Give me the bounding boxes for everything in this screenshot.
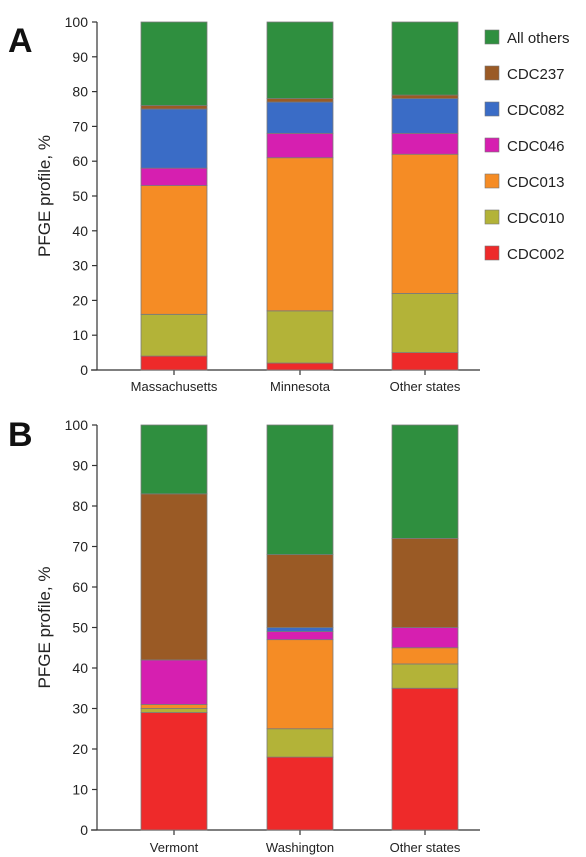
legend-swatch-cdc002 xyxy=(484,245,500,261)
panel-a-chart: A 0 10 20 30 40 50 60 70 80 90 100 PFGE profile, % Ma… xyxy=(8,14,480,394)
legend-swatch-cdc237 xyxy=(484,65,500,81)
panel-b-y-tick-label-80: 80 xyxy=(72,498,88,514)
panel-b-y-tick-label-70: 70 xyxy=(72,539,88,555)
panel-a-y-axis-label: PFGE profile, % xyxy=(35,135,54,257)
panel-b-bar-washington-cdc010 xyxy=(266,728,334,758)
panel-a-y-tick-label-10: 10 xyxy=(72,327,88,343)
panel-a-bar-minnesota-cdc237 xyxy=(266,98,334,103)
panel-b-category-label-other-states: Other states xyxy=(390,840,461,855)
panel-a-letter: A xyxy=(8,22,33,60)
panel-b-bar-washington-cdc002 xyxy=(266,756,334,831)
panel-a-bar-massachusetts-cdc046 xyxy=(140,167,208,186)
panel-b-bar-washington-cdc013 xyxy=(266,639,334,730)
panel-a-y-tick-label-40: 40 xyxy=(72,223,88,239)
legend-swatch-cdc046 xyxy=(484,137,500,153)
panel-b-bar-vermont-cdc002 xyxy=(140,712,208,831)
panel-a-y-tick-label-0: 0 xyxy=(80,362,88,378)
panel-b-bar-vermont-all-others xyxy=(140,424,208,495)
panel-b-y-tick-label-0: 0 xyxy=(80,822,88,838)
panel-b-category-label-washington: Washington xyxy=(266,840,334,855)
panel-a-bar-minnesota-cdc002 xyxy=(266,362,334,371)
panel-a-y-tick-label-100: 100 xyxy=(65,14,89,30)
legend-label-all-others: All others xyxy=(507,30,570,47)
panel-a-y-tick-label-20: 20 xyxy=(72,292,88,308)
legend-swatch-cdc010 xyxy=(484,209,500,225)
panel-a-bar-minnesota-all-others xyxy=(266,21,334,99)
panel-b-bar-other-states-cdc010 xyxy=(391,663,459,689)
panel-a-y-tick-label-80: 80 xyxy=(72,84,88,100)
panel-a-category-label-minnesota: Minnesota xyxy=(270,379,331,394)
panel-b-bar-other-states-cdc013 xyxy=(391,647,459,665)
legend-label-cdc237: CDC237 xyxy=(507,66,565,83)
legend-swatch-cdc082 xyxy=(484,101,500,117)
legend-swatch-all-others xyxy=(484,29,500,45)
legend-label-cdc082: CDC082 xyxy=(507,102,565,119)
panel-b-y-tick-label-60: 60 xyxy=(72,579,88,595)
panel-a-bar-other-states-cdc010 xyxy=(391,293,459,354)
panel-b-y-tick-label-20: 20 xyxy=(72,741,88,757)
legend-swatch-cdc013 xyxy=(484,173,500,189)
panel-a-bar-massachusetts-cdc237 xyxy=(140,105,208,110)
panel-b-y-tick-label-90: 90 xyxy=(72,458,88,474)
panel-b-bar-vermont-cdc013 xyxy=(140,704,208,709)
panel-b-bar-vermont-cdc237 xyxy=(140,493,208,661)
panel-b-y-tick-label-50: 50 xyxy=(72,620,88,636)
panel-a-bar-other-states-cdc046 xyxy=(391,132,459,155)
panel-b-bar-washington-cdc237 xyxy=(266,554,334,628)
panel-b-bar-other-states-cdc002 xyxy=(391,687,459,831)
panel-b-bar-other-states-cdc237 xyxy=(391,538,459,628)
panel-a-bar-other-states-cdc082 xyxy=(391,98,459,134)
panel-a-bar-other-states-cdc237 xyxy=(391,94,459,99)
legend-label-cdc046: CDC046 xyxy=(507,138,565,155)
panel-b-letter: B xyxy=(8,416,33,454)
panel-a-y-tick-label-90: 90 xyxy=(72,49,88,65)
panel-a-bar-other-states-all-others xyxy=(391,21,459,96)
legend-label-cdc010: CDC010 xyxy=(507,210,565,227)
panel-a-category-label-other-states: Other states xyxy=(390,379,461,394)
panel-b-bar-vermont-cdc046 xyxy=(140,659,208,705)
panel-b-bar-other-states-all-others xyxy=(391,424,459,539)
panel-b-chart: B 0 10 20 30 40 50 60 70 80 90 100 PFGE profile, % Ve… xyxy=(8,416,480,855)
panel-a-y-tick-label-60: 60 xyxy=(72,153,88,169)
legend-label-cdc002: CDC002 xyxy=(507,246,565,263)
legend-label-cdc013: CDC013 xyxy=(507,174,565,191)
panel-b-y-tick-label-30: 30 xyxy=(72,701,88,717)
panel-a-bar-massachusetts-cdc013 xyxy=(140,185,208,315)
panel-a-bar-minnesota-cdc082 xyxy=(266,101,334,134)
panel-a-y-tick-label-50: 50 xyxy=(72,188,88,204)
panel-a-y-tick-label-70: 70 xyxy=(72,118,88,134)
panel-b-bar-washington-cdc046 xyxy=(266,631,334,641)
panel-a-category-label-massachusetts: Massachusetts xyxy=(131,379,218,394)
panel-b-y-tick-label-40: 40 xyxy=(72,660,88,676)
panel-a-bar-minnesota-cdc046 xyxy=(266,132,334,159)
panel-a-bar-other-states-cdc013 xyxy=(391,153,459,294)
panel-b-y-tick-label-10: 10 xyxy=(72,782,88,798)
panel-a-bar-massachusetts-cdc082 xyxy=(140,108,208,169)
panel-b-bar-washington-all-others xyxy=(266,424,334,556)
panel-a-y-tick-label-30: 30 xyxy=(72,258,88,274)
panel-a-bar-other-states-cdc002 xyxy=(391,352,459,371)
panel-b-bar-other-states-cdc046 xyxy=(391,627,459,649)
panel-a-bar-massachusetts-cdc002 xyxy=(140,355,208,371)
panel-b-bar-washington-cdc082 xyxy=(266,627,334,632)
panel-a-bar-minnesota-cdc010 xyxy=(266,310,334,364)
panel-b-y-tick-label-100: 100 xyxy=(65,417,89,433)
panel-a-bar-massachusetts-cdc010 xyxy=(140,313,208,357)
panel-b-y-axis-label: PFGE profile, % xyxy=(35,567,54,689)
panel-a-bar-minnesota-cdc013 xyxy=(266,157,334,312)
panel-b-category-label-vermont: Vermont xyxy=(150,840,199,855)
panel-a-bar-massachusetts-all-others xyxy=(140,21,208,106)
panel-b-bar-vermont-cdc010 xyxy=(140,708,208,713)
legend: All others CDC237 CDC082 CDC046 CDC013 CDC010… xyxy=(484,29,570,263)
